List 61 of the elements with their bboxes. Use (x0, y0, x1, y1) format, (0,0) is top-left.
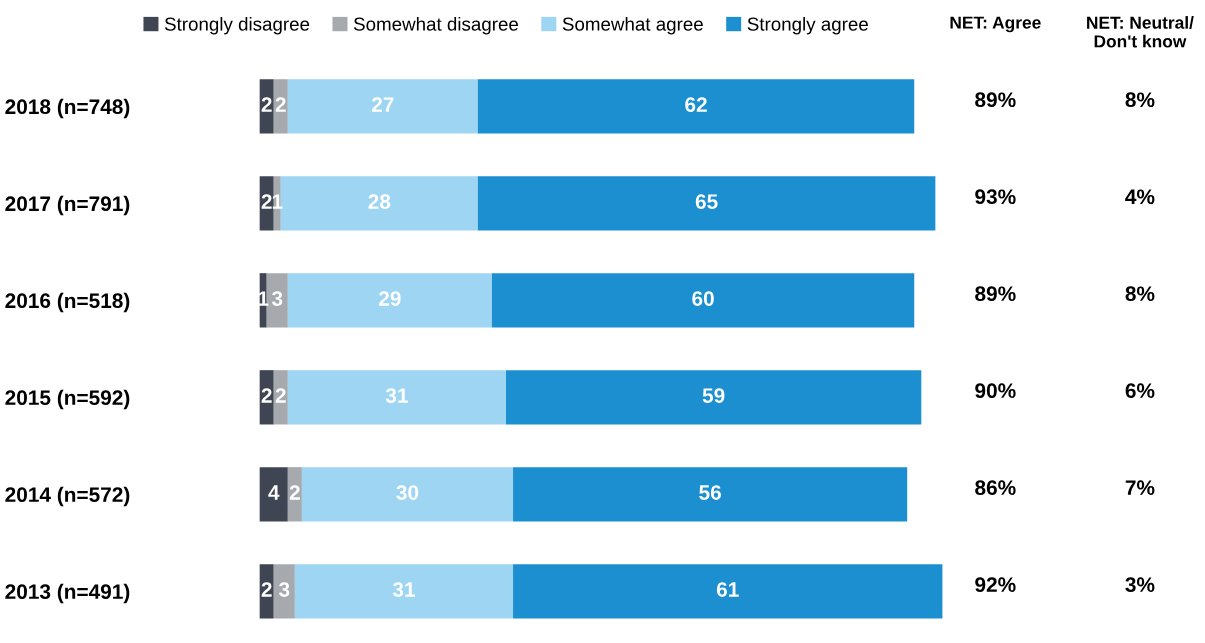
bar (287, 79, 478, 134)
bar (491, 273, 915, 328)
text: 7% (1125, 480, 1155, 496)
legend-label: Somewhat agree (562, 16, 703, 35)
bar (513, 467, 908, 522)
data-label: 27 (371, 97, 394, 112)
y-tick-label: 2018 (n=748) (5, 98, 130, 119)
data-label: 2 (261, 97, 272, 112)
data-label: 2 (275, 97, 286, 112)
text: NET: Neutral/ Don't know (1087, 16, 1194, 48)
data-label: 65 (695, 194, 718, 209)
text: 86% (975, 480, 1016, 496)
data-label: 2 (275, 388, 286, 403)
text: 93% (975, 189, 1016, 205)
text: NET: Agree (950, 16, 1041, 33)
legend-label: Strongly disagree (164, 16, 310, 35)
data-label: 2 (261, 388, 272, 403)
data-label: 2 (261, 582, 272, 597)
text: 89% (975, 92, 1016, 108)
text: 90% (975, 383, 1016, 399)
bar (287, 273, 492, 328)
data-label: 31 (392, 582, 415, 597)
bar (273, 564, 295, 619)
bar (513, 564, 943, 619)
data-label: 56 (699, 485, 721, 500)
data-label: 28 (368, 194, 391, 209)
data-label: 2 (261, 194, 272, 209)
text: 3% (1125, 577, 1155, 593)
bar (259, 467, 288, 522)
bar (301, 467, 514, 522)
y-tick-label: 2016 (n=518) (5, 292, 130, 313)
y-tick-label: 2013 (n=491) (5, 583, 130, 604)
y-tick-label: 2015 (n=592) (5, 389, 130, 410)
text: 8% (1125, 92, 1155, 108)
text: 8% (1125, 286, 1155, 302)
data-label: 61 (716, 582, 739, 597)
data-label: 60 (692, 291, 714, 306)
bar (259, 79, 274, 134)
text: 92% (975, 577, 1016, 593)
data-label: 4 (268, 485, 280, 500)
data-label: 30 (396, 485, 419, 500)
bar (287, 370, 507, 425)
bar (477, 79, 915, 134)
data-label: 2 (289, 485, 300, 500)
y-tick-label: 2017 (n=791) (5, 195, 130, 216)
legend-label: Somewhat disagree (353, 16, 518, 35)
data-label: 62 (685, 97, 707, 112)
data-label: 3 (271, 291, 283, 306)
text: 6% (1125, 383, 1155, 399)
bar (477, 176, 936, 231)
data-label: 29 (379, 291, 401, 306)
text: 89% (975, 286, 1016, 302)
data-label: 31 (385, 388, 408, 403)
bar (294, 564, 514, 619)
legend-label: Strongly agree (747, 16, 868, 35)
bar (506, 370, 922, 425)
bar (273, 79, 288, 134)
text: 4% (1125, 189, 1155, 205)
data-label: 59 (702, 388, 725, 403)
data-label: 3 (278, 582, 290, 597)
y-tick-label: 2014 (n=572) (5, 486, 130, 507)
